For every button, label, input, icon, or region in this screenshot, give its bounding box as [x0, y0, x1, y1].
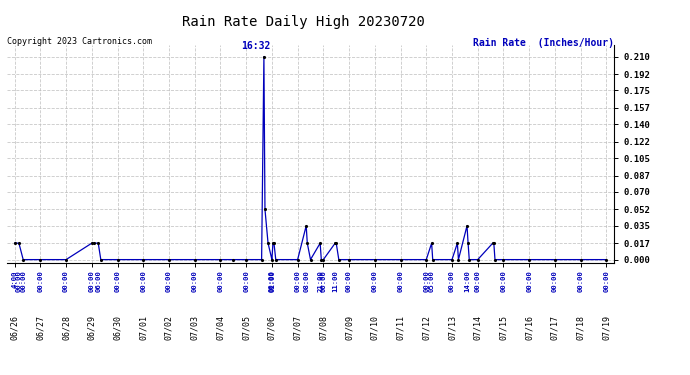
Text: 00:00: 00:00 — [16, 270, 22, 292]
Text: 00:00: 00:00 — [20, 270, 26, 292]
Text: 00:00: 00:00 — [500, 270, 506, 292]
Text: 00:00: 00:00 — [423, 270, 429, 292]
Text: 07/10: 07/10 — [371, 315, 380, 340]
Text: 21:00: 21:00 — [317, 270, 323, 292]
Text: 07/14: 07/14 — [473, 315, 482, 340]
Text: 06/30: 06/30 — [113, 315, 122, 340]
Text: 07/06: 07/06 — [268, 315, 277, 340]
Text: 11:00: 11:00 — [332, 270, 338, 292]
Text: 00:00: 00:00 — [115, 270, 121, 292]
Text: 07/05: 07/05 — [241, 315, 250, 340]
Text: 07/19: 07/19 — [602, 315, 611, 340]
Text: 00:00: 00:00 — [526, 270, 532, 292]
Text: 07/01: 07/01 — [139, 315, 148, 340]
Text: 00:00: 00:00 — [449, 270, 455, 292]
Text: 16:32: 16:32 — [241, 41, 271, 51]
Text: 00:00: 00:00 — [397, 270, 404, 292]
Text: 00:00: 00:00 — [243, 270, 249, 292]
Text: 07/09: 07/09 — [344, 315, 353, 340]
Text: Copyright 2023 Cartronics.com: Copyright 2023 Cartronics.com — [7, 38, 152, 46]
Text: 4:00: 4:00 — [12, 270, 18, 288]
Text: 07/03: 07/03 — [190, 315, 199, 340]
Text: 07/04: 07/04 — [216, 315, 225, 340]
Text: 07/16: 07/16 — [524, 315, 533, 340]
Text: 06:00: 06:00 — [95, 270, 101, 292]
Text: 07/02: 07/02 — [164, 315, 173, 340]
Text: 00:00: 00:00 — [217, 270, 224, 292]
Text: 06/27: 06/27 — [36, 315, 45, 340]
Text: 00:00: 00:00 — [295, 270, 301, 292]
Text: 07/12: 07/12 — [422, 315, 431, 340]
Text: 14:00: 14:00 — [464, 270, 470, 292]
Text: 00:00: 00:00 — [140, 270, 146, 292]
Text: 00:00: 00:00 — [372, 270, 378, 292]
Text: 00:00: 00:00 — [346, 270, 352, 292]
Text: 06/26: 06/26 — [10, 315, 19, 340]
Text: 00:00: 00:00 — [320, 270, 326, 292]
Text: 00:00: 00:00 — [552, 270, 558, 292]
Text: 07/15: 07/15 — [499, 315, 508, 340]
Text: 07/17: 07/17 — [551, 315, 560, 340]
Text: 01:00: 01:00 — [270, 270, 276, 292]
Text: 07/07: 07/07 — [293, 315, 302, 340]
Text: 00:00: 00:00 — [269, 270, 275, 292]
Text: Rain Rate  (Inches/Hour): Rain Rate (Inches/Hour) — [473, 38, 614, 48]
Text: 00:00: 00:00 — [475, 270, 481, 292]
Text: 00:00: 00:00 — [166, 270, 172, 292]
Text: 08:00: 08:00 — [303, 270, 309, 292]
Text: 05:00: 05:00 — [428, 270, 435, 292]
Text: 00:00: 00:00 — [192, 270, 198, 292]
Text: Rain Rate Daily High 20230720: Rain Rate Daily High 20230720 — [182, 15, 425, 29]
Text: 00:00: 00:00 — [63, 270, 69, 292]
Text: 07/13: 07/13 — [448, 315, 457, 340]
Text: 07/08: 07/08 — [319, 315, 328, 340]
Text: 00:00: 00:00 — [603, 270, 609, 292]
Text: 00:00: 00:00 — [89, 270, 95, 292]
Text: 00:00: 00:00 — [578, 270, 584, 292]
Text: 00:00: 00:00 — [37, 270, 43, 292]
Text: 07/18: 07/18 — [576, 315, 585, 340]
Text: 06/28: 06/28 — [61, 315, 70, 340]
Text: 06/29: 06/29 — [88, 315, 97, 340]
Text: 07/11: 07/11 — [396, 315, 405, 340]
